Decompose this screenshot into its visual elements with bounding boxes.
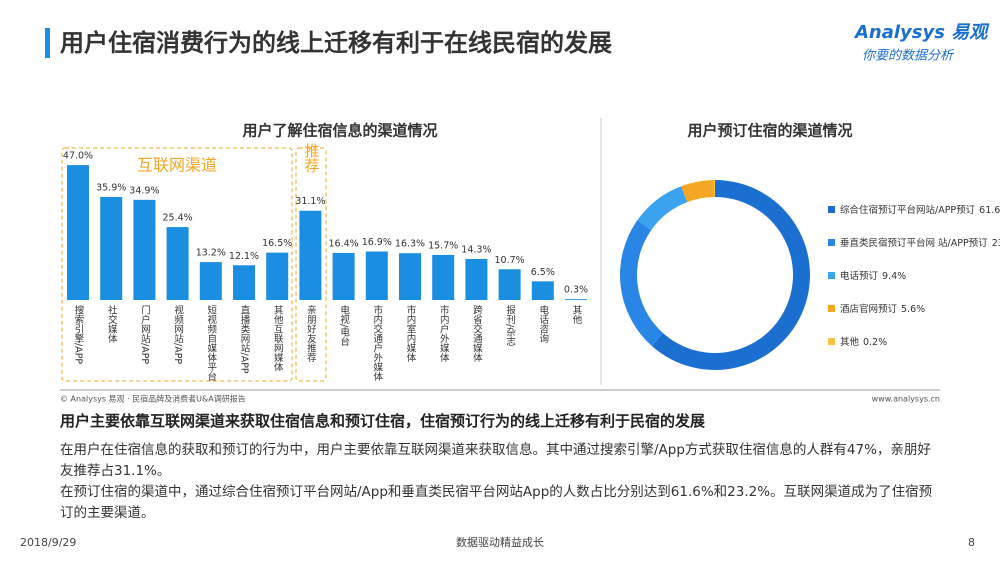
- chart-title: 用户预订住宿的渠道情况: [687, 122, 852, 140]
- x-tick-label: 其他: [571, 305, 583, 325]
- bar: [133, 199, 156, 300]
- legend-swatch: [828, 338, 835, 345]
- value-label: 25.4%: [163, 213, 193, 224]
- footer-page: 8: [968, 536, 975, 549]
- annotation: 推荐: [303, 143, 321, 173]
- bar: [365, 251, 388, 300]
- legend-name: 垂直类民宿预订平台网 站/APP预订: [840, 237, 988, 249]
- legend-label: 垂直类民宿预订平台网 站/APP预订 23.2%: [840, 237, 1000, 249]
- x-tick-label: 亲朋好友推荐: [305, 304, 317, 363]
- headline: 用户主要依靠互联网渠道来获取住宿信息和预订住宿，住宿预订行为的线上迁移有利于民宿…: [60, 412, 706, 430]
- value-label: 47.0%: [63, 151, 93, 162]
- legend-name: 其他: [840, 336, 860, 348]
- legend-swatch: [828, 206, 835, 213]
- legend-value: 5.6%: [901, 304, 925, 315]
- x-tick-label: 报刊/杂志: [504, 304, 516, 346]
- title-accent: [45, 28, 50, 58]
- chart-title: 用户了解住宿信息的渠道情况: [242, 122, 437, 140]
- value-label: 0.3%: [564, 285, 588, 296]
- legend-value: 9.4%: [882, 271, 906, 282]
- x-tick-label: 市内户外媒体: [438, 304, 450, 363]
- legend-swatch: [828, 239, 835, 246]
- website: www.analysys.cn: [872, 395, 940, 404]
- legend-name: 电话预订: [840, 270, 879, 282]
- bar: [565, 299, 587, 300]
- group-box: [295, 147, 327, 382]
- slide-title: 用户住宿消费行为的线上迁移有利于在线民宿的发展: [60, 29, 612, 57]
- value-label: 31.1%: [295, 196, 325, 207]
- bar: [531, 281, 554, 300]
- value-label: 16.3%: [395, 239, 425, 250]
- bar: [299, 210, 322, 300]
- bar: [498, 269, 521, 300]
- donut-slice: [681, 180, 715, 203]
- value-label: 34.9%: [129, 185, 159, 196]
- legend-swatch: [828, 305, 835, 312]
- legend-label: 电话预订 9.4%: [840, 270, 906, 282]
- donut-slice: [620, 220, 664, 346]
- bar: [100, 196, 123, 300]
- annotation: 互联网渠道: [137, 156, 217, 175]
- legend-value: 23.2%: [992, 238, 1000, 249]
- legend-name: 酒店官网预订: [840, 303, 898, 315]
- x-tick-label: 电话咨询: [537, 304, 549, 344]
- legend-label: 其他 0.2%: [840, 336, 887, 348]
- value-label: 10.7%: [495, 255, 525, 266]
- x-tick-label: 跨省交通媒体: [471, 305, 483, 363]
- value-label: 15.7%: [428, 240, 458, 251]
- group-box: [61, 147, 293, 382]
- x-tick-label: 直播类网站/APP: [239, 304, 251, 374]
- value-label: 13.2%: [196, 248, 226, 259]
- bar: [399, 253, 421, 300]
- brand: Analysys 易观: [853, 22, 990, 43]
- legend-label: 酒店官网预订 5.6%: [840, 303, 925, 315]
- bar: [266, 252, 289, 300]
- tagline: 你要的数据分析: [862, 49, 955, 64]
- x-tick-label: 市内室内媒体: [405, 304, 417, 363]
- x-tick-label: 短视频自媒体平台: [205, 304, 217, 382]
- x-tick-label: 社交媒体: [106, 304, 118, 344]
- legend-value: 61.6%: [979, 205, 1000, 216]
- footer-date: 2018/9/29: [20, 536, 76, 549]
- bar: [332, 252, 355, 300]
- bar: [67, 165, 89, 300]
- value-label: 16.9%: [362, 237, 392, 248]
- bar: [166, 227, 189, 300]
- donut-slice: [637, 186, 688, 230]
- value-label: 14.3%: [461, 244, 491, 255]
- value-label: 35.9%: [96, 182, 126, 193]
- x-tick-label: 门户网站/APP: [139, 304, 151, 364]
- legend-name: 综合住宿预订平台网站/APP预订: [840, 204, 976, 216]
- bar: [233, 265, 255, 300]
- bar: [432, 254, 455, 300]
- donut-slice: [713, 180, 715, 198]
- x-tick-label: 电视/电台: [338, 304, 350, 347]
- value-label: 12.1%: [229, 251, 259, 262]
- value-label: 16.4%: [329, 238, 359, 249]
- value-label: 16.5%: [262, 238, 292, 249]
- body-text: 在用户在住宿信息的获取和预订的行为中，用户主要依靠互联网渠道来获取信息。其中通过…: [60, 440, 940, 524]
- bar: [465, 258, 488, 300]
- x-tick-label: 市内交通户外媒体: [371, 304, 383, 382]
- footer-center: 数据驱动精益成长: [456, 535, 544, 549]
- donut-slice: [651, 180, 810, 371]
- source: © Analysys 易观 · 民宿品牌及消费者U&A调研报告: [60, 394, 246, 404]
- value-label: 6.5%: [531, 267, 555, 278]
- legend-value: 0.2%: [863, 337, 887, 348]
- paragraph: 在预订住宿的渠道中，通过综合住宿预订平台网站/App和垂直类民宿平台网站App的…: [60, 484, 933, 521]
- legend-swatch: [828, 272, 835, 279]
- paragraph: 在用户在住宿信息的获取和预订的行为中，用户主要依靠互联网渠道来获取信息。其中通过…: [60, 442, 931, 479]
- bar: [199, 262, 222, 300]
- x-tick-label: 搜索引擎/APP: [73, 304, 85, 364]
- x-tick-label: 其他互联网媒体: [272, 305, 284, 372]
- x-tick-label: 视频网站/APP: [172, 304, 184, 364]
